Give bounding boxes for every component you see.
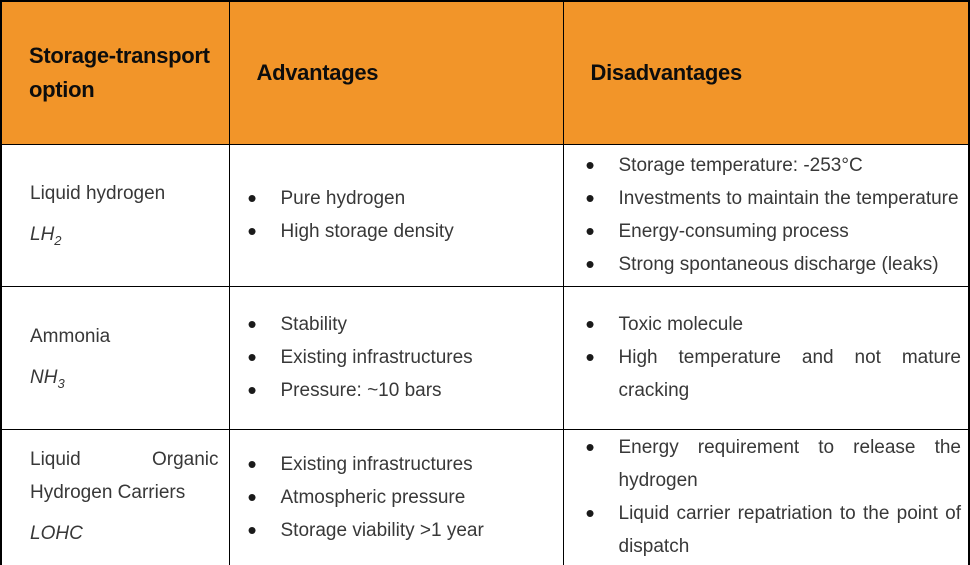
header-storage-transport-option: Storage-transport option (0, 0, 230, 145)
table-row-lohc: Liquid Organic Hydrogen Carriers LOHC Ex… (0, 428, 970, 565)
option-cell: Ammonia NH3 (0, 285, 230, 430)
bullet-item: Pure hydrogen (247, 182, 556, 215)
bullet-item: Pressure: ~10 bars (247, 374, 556, 407)
bullet-item: Existing infrastructures (247, 341, 556, 374)
bullet-item: Existing infrastructures (247, 448, 556, 481)
disadvantages-list: Storage temperature: -253°CInvestments t… (565, 149, 968, 281)
bullet-item: Storage viability >1 year (247, 514, 556, 547)
header-advantages: Advantages (228, 0, 564, 145)
formula-base: LOHC (30, 522, 83, 544)
bullet-item: Storage temperature: -253°C (585, 149, 962, 182)
option-name: Liquid Organic Hydrogen Carriers (30, 448, 219, 503)
option-cell: Liquid hydrogen LH2 (0, 143, 230, 287)
advantages-cell: Pure hydrogenHigh storage density (228, 143, 564, 287)
bullet-item: Energy requirement to release the hydrog… (585, 431, 961, 497)
formula-subscript: 3 (57, 375, 65, 391)
header-row: Storage-transport option Advantages Disa… (0, 0, 970, 145)
table-row-liquid-hydrogen: Liquid hydrogen LH2 Pure hydrogenHigh st… (0, 143, 970, 287)
disadvantages-list: Toxic moleculeHigh temperature and not m… (565, 308, 968, 407)
option-cell: Liquid Organic Hydrogen Carriers LOHC (0, 428, 230, 565)
bullet-item: High storage density (247, 215, 556, 248)
advantages-cell: Existing infrastructuresAtmospheric pres… (228, 428, 564, 565)
advantages-list: Existing infrastructuresAtmospheric pres… (231, 448, 562, 547)
advantages-cell: StabilityExisting infrastructuresPressur… (228, 285, 564, 430)
advantages-list: StabilityExisting infrastructuresPressur… (231, 308, 562, 407)
disadvantages-cell: Energy requirement to release the hydrog… (562, 428, 970, 565)
header-disadvantages: Disadvantages (562, 0, 970, 145)
option-formula: NH3 (30, 366, 219, 396)
formula-base: NH (30, 366, 58, 388)
option-formula: LH2 (30, 223, 219, 253)
advantages-list: Pure hydrogenHigh storage density (231, 182, 562, 248)
option-name: Ammonia (30, 325, 111, 347)
bullet-item: Liquid carrier repatriation to the point… (585, 497, 961, 563)
bullet-item: Energy-consuming process (585, 215, 962, 248)
bullet-item: Strong spontaneous discharge (leaks) (585, 248, 962, 281)
bullet-item: Stability (247, 308, 556, 341)
disadvantages-list: Energy requirement to release the hydrog… (565, 431, 968, 563)
option-formula: LOHC (30, 522, 219, 552)
formula-subscript: 2 (54, 232, 62, 248)
formula-base: LH (30, 224, 55, 246)
bullet-item: Atmospheric pressure (247, 481, 556, 514)
table-row-ammonia: Ammonia NH3 StabilityExisting infrastruc… (0, 285, 970, 430)
disadvantages-cell: Toxic moleculeHigh temperature and not m… (562, 285, 970, 430)
option-name: Liquid hydrogen (30, 183, 166, 205)
bullet-item: High temperature and not mature cracking (585, 341, 961, 407)
bullet-item: Toxic molecule (585, 308, 962, 341)
disadvantages-cell: Storage temperature: -253°CInvestments t… (562, 143, 970, 287)
bullet-item: Investments to maintain the temperature (585, 182, 962, 215)
